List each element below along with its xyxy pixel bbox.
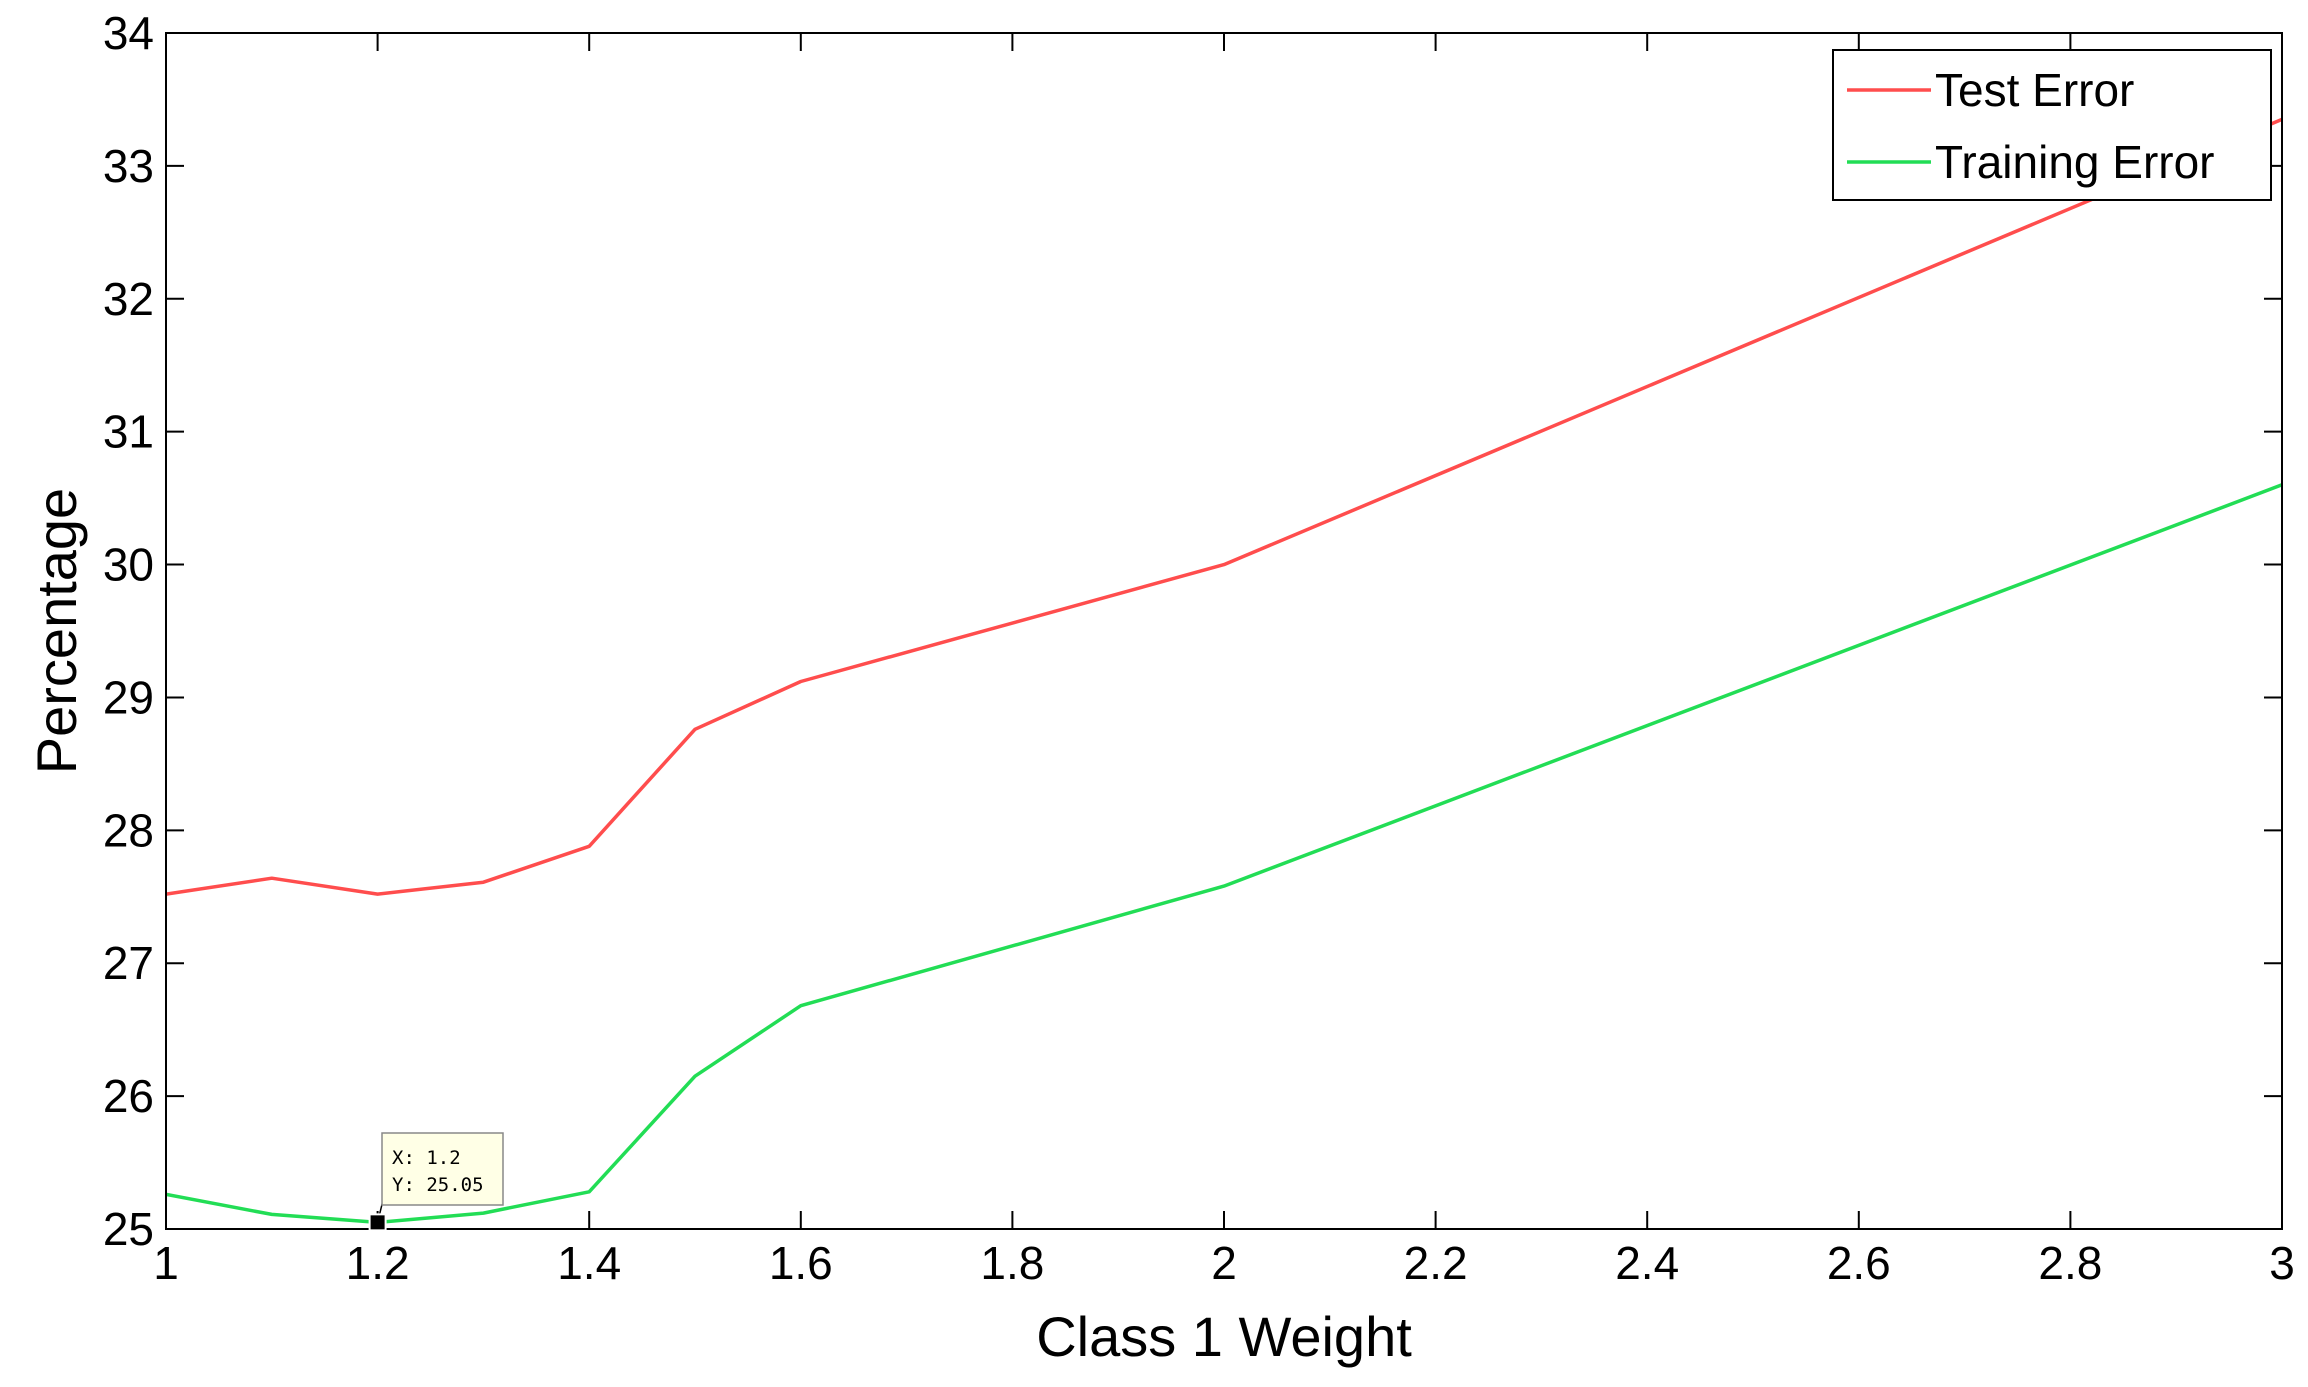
x-axis: 1 1.2 1.4 1.6 1.8 2 2.2 2.4 2.6 2.8 3 — [153, 33, 2295, 1289]
x-tick-label: 2.2 — [1404, 1237, 1468, 1289]
legend: Test Error Training Error — [1832, 49, 2272, 201]
data-tip-box — [381, 1132, 504, 1206]
legend-box — [1832, 49, 2272, 201]
y-tick-label: 29 — [103, 671, 154, 723]
x-tick-label: 1 — [153, 1237, 179, 1289]
x-tick-label: 2.8 — [2038, 1237, 2102, 1289]
y-axis: 25 26 27 28 29 30 31 32 33 34 — [103, 7, 2282, 1255]
legend-label: Training Error — [1935, 136, 2214, 188]
y-tick-label: 27 — [103, 937, 154, 989]
x-axis-title: Class 1 Weight — [1036, 1305, 1412, 1368]
y-tick-label: 30 — [103, 539, 154, 591]
series-line-test-error — [166, 117, 2282, 896]
x-tick-label: 2.6 — [1827, 1237, 1891, 1289]
y-tick-label: 34 — [103, 7, 154, 59]
series-line-training-error — [166, 483, 2282, 1225]
x-tick-label: 1.6 — [769, 1237, 833, 1289]
data-tip-marker[interactable] — [368, 1213, 387, 1232]
x-tick-label: 1.4 — [557, 1237, 621, 1289]
legend-label: Test Error — [1935, 64, 2134, 116]
data-tip-x: X: 1.2 — [392, 1147, 461, 1169]
series-layer — [166, 117, 2282, 1225]
y-tick-label: 26 — [103, 1070, 154, 1122]
x-tick-label: 2 — [1211, 1237, 1237, 1289]
x-tick-label: 3 — [2269, 1237, 2295, 1289]
x-tick-label: 1.2 — [346, 1237, 410, 1289]
y-tick-label: 33 — [103, 140, 154, 192]
data-tip-y: Y: 25.05 — [392, 1174, 484, 1196]
y-axis-title: Percentage — [25, 488, 88, 774]
x-tick-label: 2.4 — [1615, 1237, 1679, 1289]
y-tick-label: 25 — [103, 1203, 154, 1255]
plot-area — [166, 33, 2282, 1229]
x-tick-label: 1.8 — [980, 1237, 1044, 1289]
y-tick-label: 31 — [103, 406, 154, 458]
data-tip[interactable]: X: 1.2 Y: 25.05 — [368, 1132, 504, 1232]
y-tick-label: 32 — [103, 273, 154, 325]
y-tick-label: 28 — [103, 804, 154, 856]
